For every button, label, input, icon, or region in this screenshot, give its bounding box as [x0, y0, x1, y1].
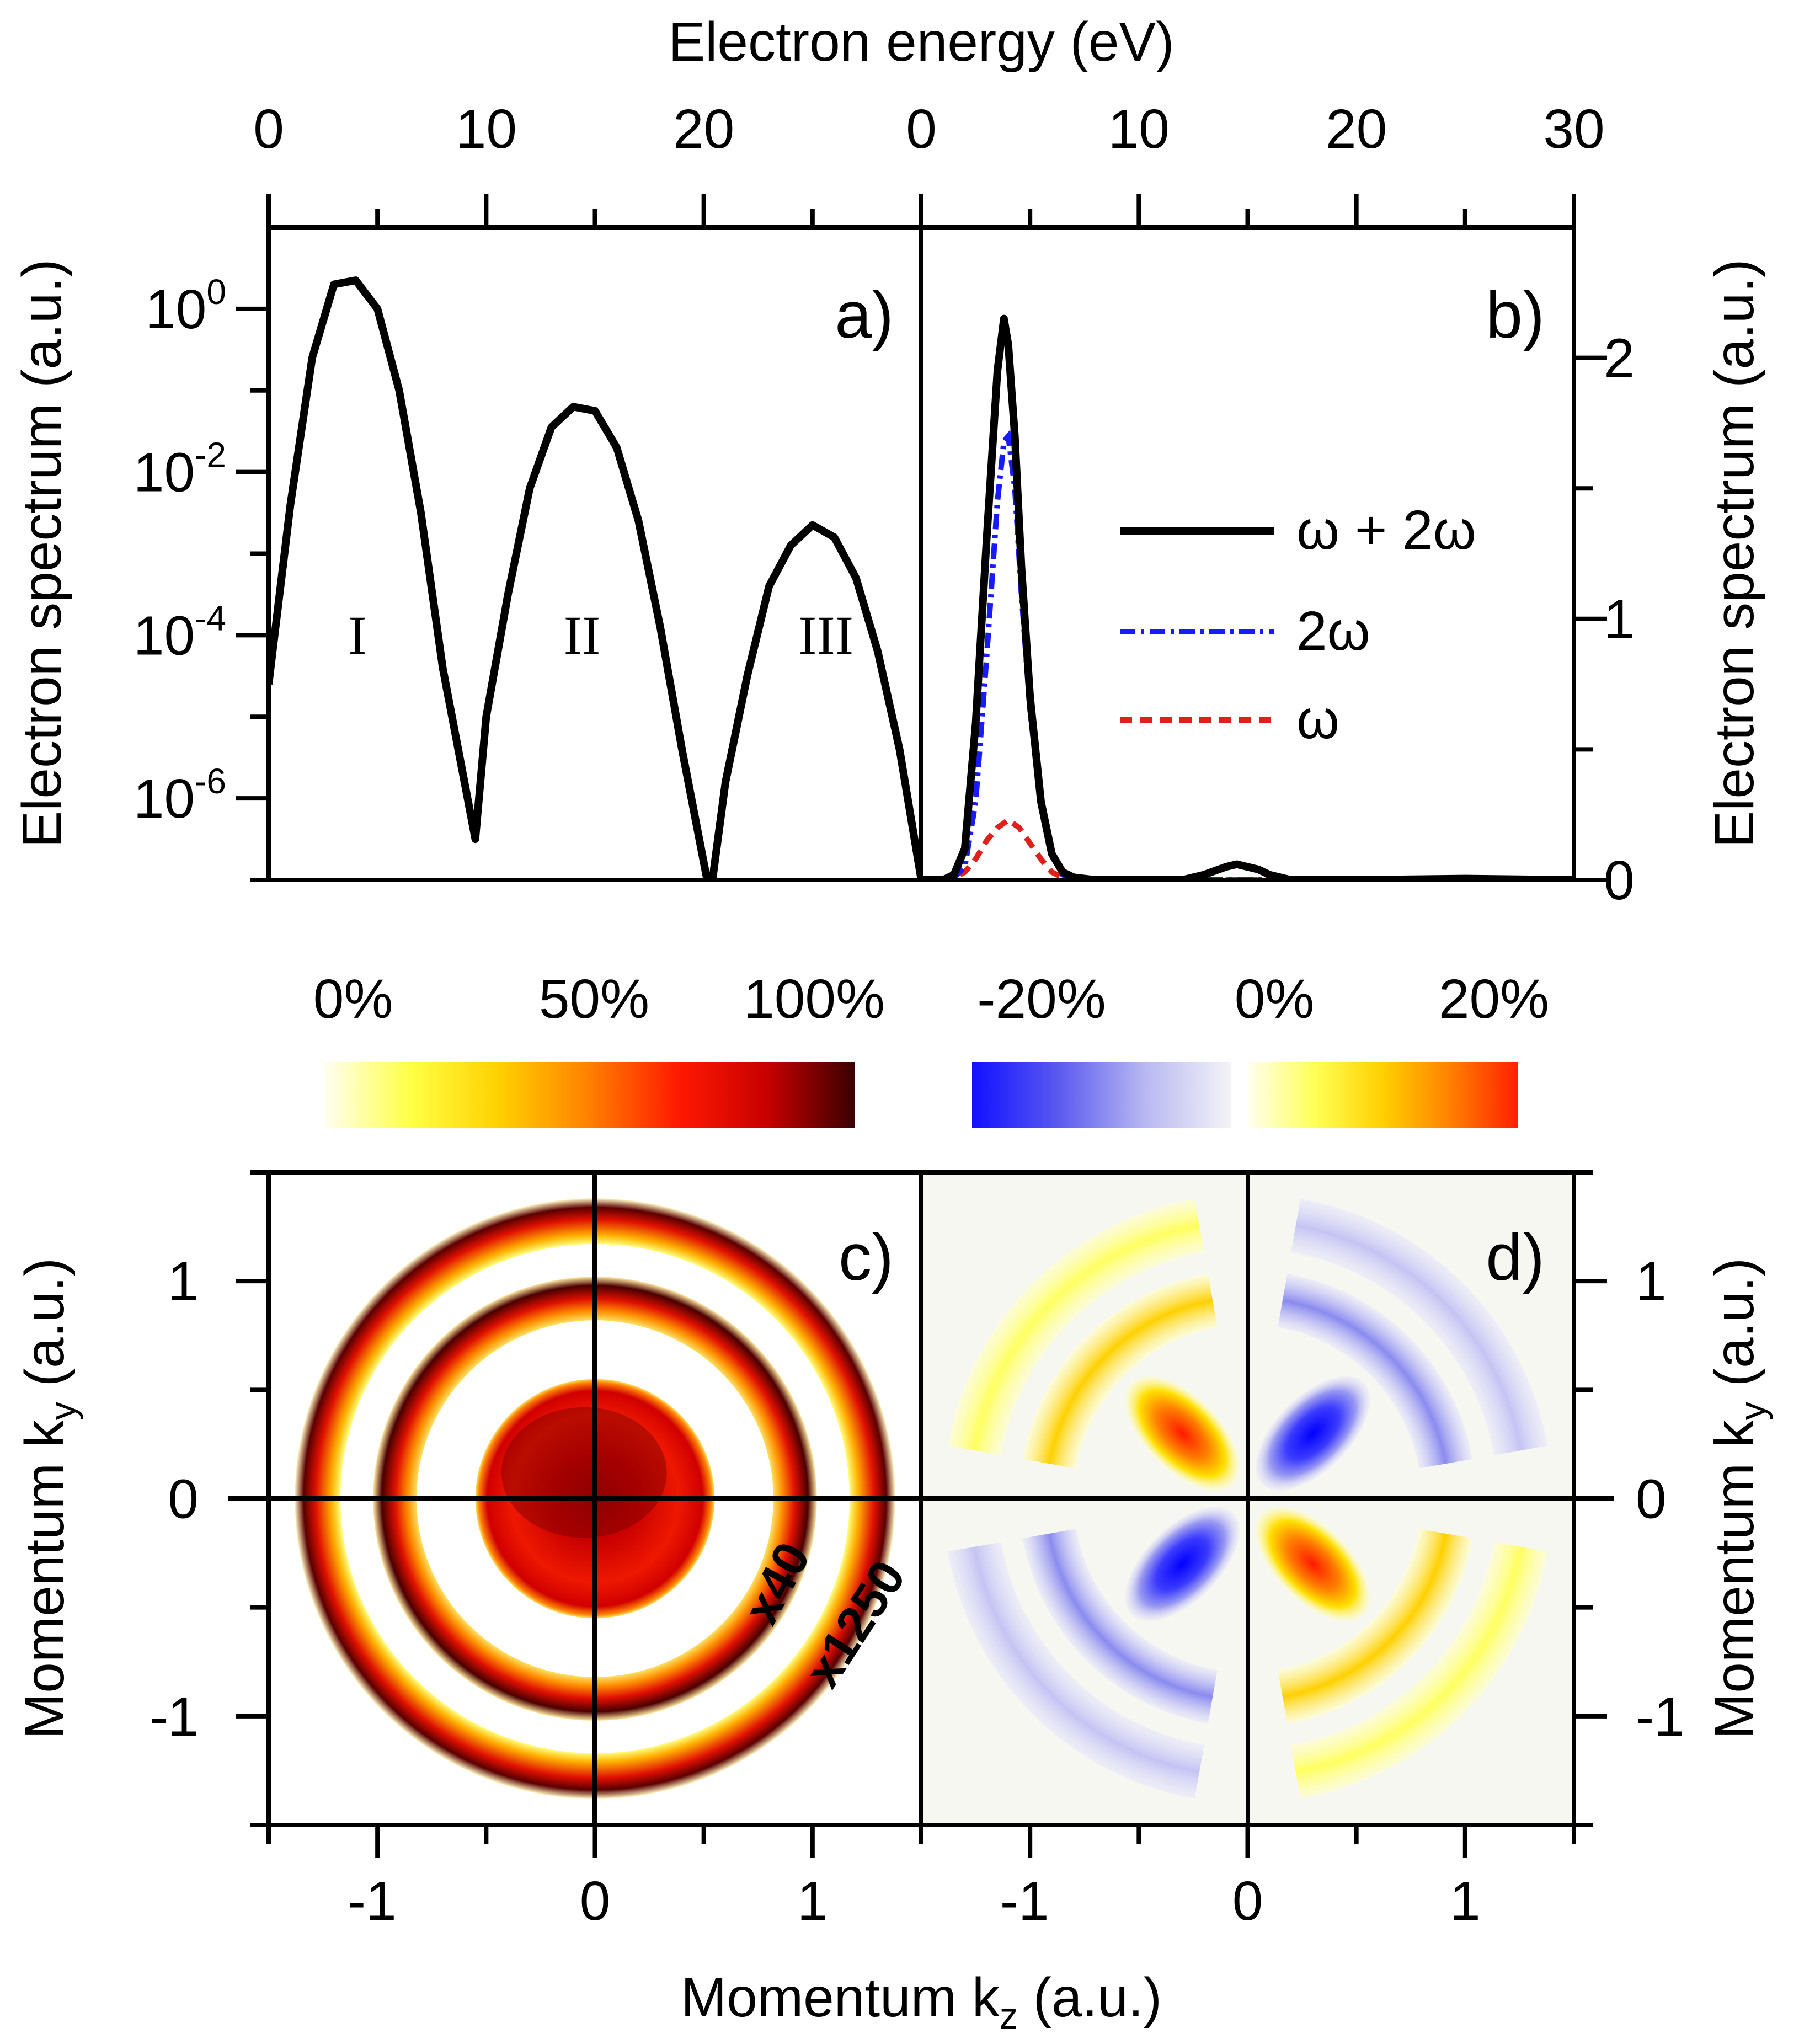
panel-d-x-tick-label: 1 — [1450, 1870, 1481, 1932]
panel-d-lobe-ul-outer — [947, 1198, 1204, 1455]
colorbar-d-negative — [972, 1062, 1231, 1128]
region-label-I: I — [348, 605, 366, 666]
legend-label-omega: ω — [1296, 689, 1339, 750]
panel-a-y-tick-label: 10-6 — [134, 761, 226, 830]
panel-d-inner-blob-lr — [1256, 1507, 1370, 1621]
panel-c-x-tick-label: 1 — [797, 1870, 828, 1932]
panel-b-omega-line — [921, 816, 1574, 880]
panel-d-lobe-ur-outer — [1291, 1198, 1548, 1455]
region-label-II: II — [564, 605, 601, 666]
panel-d-lobe-ur-middle — [1278, 1273, 1473, 1469]
panel-a-ticks: 0 10 20 100 10-2 10-4 10-6 — [134, 98, 815, 882]
panel-b-ticks: 0 10 20 30 0 1 2 — [906, 98, 1635, 911]
panel-d-ylabel: Momentum ky (a.u.) — [1704, 1258, 1773, 1739]
colorbar-d-tick-0: 0% — [1235, 968, 1315, 1030]
panel-d-lobe-ll-outer — [947, 1542, 1204, 1799]
panel-d-lobe-lr-middle — [1278, 1529, 1473, 1724]
panel-d-x-tick-label: 0 — [1232, 1870, 1263, 1932]
panel-b-top-tick-label: 30 — [1543, 98, 1604, 160]
panel-b-y-tick-label: 2 — [1604, 328, 1635, 389]
legend-label-sum: ω + 2ω — [1296, 499, 1476, 561]
panel-a: 0 10 20 100 10-2 10-4 10-6 a) I II III Electro… — [11, 98, 921, 882]
colorbar-c-tick-0: 0% — [313, 968, 393, 1030]
panel-d-inner-blob-ul — [1125, 1376, 1240, 1491]
panel-b-ylabel: Electron spectrum (a.u.) — [1704, 259, 1765, 847]
colorbar-c-tick-100: 100% — [744, 968, 885, 1030]
panel-c-x-tick-label: -1 — [348, 1870, 397, 1932]
panel-d-label: d) — [1486, 1220, 1545, 1294]
panel-d-y-tick-label: 0 — [1636, 1469, 1667, 1530]
legend-label-2omega: 2ω — [1296, 600, 1370, 662]
panel-d-lobe-lr-outer — [1291, 1542, 1548, 1799]
panel-c-y-tick-label: 0 — [168, 1469, 199, 1530]
panel-a-top-tick-label: 20 — [673, 98, 734, 160]
colorbar-d-tick-20: 20% — [1439, 968, 1549, 1030]
panel-c-label: c) — [839, 1220, 894, 1294]
top-axis-title: Electron energy (eV) — [668, 11, 1174, 73]
panel-b-y-tick-label: 1 — [1604, 589, 1635, 650]
panel-a-y-tick-label: 10-2 — [134, 435, 226, 504]
panel-b-legend: ω + 2ω 2ω ω — [1120, 499, 1476, 750]
bottom-axis-title: Momentum kz (a.u.) — [681, 1967, 1162, 2036]
panel-d-inner-blob-ur — [1256, 1376, 1370, 1491]
panel-c-y-tick-label: -1 — [150, 1686, 199, 1748]
panel-frames — [266, 225, 1576, 1827]
panel-a-label: a) — [835, 278, 894, 352]
panel-c-ylabel: Momentum ky (a.u.) — [14, 1258, 83, 1739]
panel-a-top-tick-label: 10 — [456, 98, 517, 160]
panel-d: -1 0 1 -1 0 1 d) Momentum ky (a.u.) — [919, 1170, 1773, 1932]
panel-a-spectrum-line — [269, 276, 921, 880]
panel-a-y-tick-label: 100 — [145, 272, 226, 340]
panel-d-heatmap — [947, 1198, 1548, 1799]
panel-d-inner-blob-ll — [1125, 1507, 1240, 1621]
panel-a-y-tick-label: 10-4 — [134, 598, 226, 666]
panel-b-label: b) — [1486, 278, 1545, 352]
panel-a-ylabel: Electron spectrum (a.u.) — [11, 259, 73, 847]
colorbar-c: 0% 50% 100% — [313, 968, 885, 1128]
panel-b-top-tick-label: 0 — [906, 98, 937, 160]
panel-d-lobe-ll-middle — [1022, 1529, 1218, 1724]
panel-d-ticks: -1 0 1 -1 0 1 — [919, 1170, 1685, 1932]
panel-c: -1 0 1-101 c) x40 x1250 Momentum ky (a.u.) — [14, 1170, 923, 1932]
colorbar-d-positive — [1248, 1062, 1518, 1128]
region-label-III: III — [798, 605, 853, 666]
panel-b-top-tick-label: 20 — [1326, 98, 1387, 160]
panel-c-y-tick-label: 1 — [168, 1251, 199, 1312]
panel-a-top-tick-label: 0 — [253, 98, 284, 160]
panel-b-top-tick-label: 10 — [1108, 98, 1170, 160]
colorbar-c-gradient — [323, 1062, 855, 1128]
panel-c-x-tick-label: 0 — [580, 1870, 611, 1932]
panel-d-y-tick-label: -1 — [1636, 1686, 1685, 1748]
panel-d-x-tick-label: -1 — [1000, 1870, 1049, 1932]
colorbar-d: -20% 0% 20% — [972, 968, 1549, 1128]
panel-b: 0 10 20 30 0 1 2 b) ω + 2ω 2ω ω Electron spect… — [906, 98, 1765, 911]
panel-c-center-dark-lobe — [501, 1407, 667, 1538]
panel-b-sum-line — [921, 314, 1574, 880]
panel-d-y-tick-label: 1 — [1636, 1251, 1667, 1312]
panel-d-lobe-ul-middle — [1022, 1273, 1218, 1469]
colorbar-c-tick-50: 50% — [539, 968, 649, 1030]
colorbar-d-tick-neg20: -20% — [977, 968, 1106, 1030]
panel-b-y-tick-label: 0 — [1604, 850, 1635, 911]
